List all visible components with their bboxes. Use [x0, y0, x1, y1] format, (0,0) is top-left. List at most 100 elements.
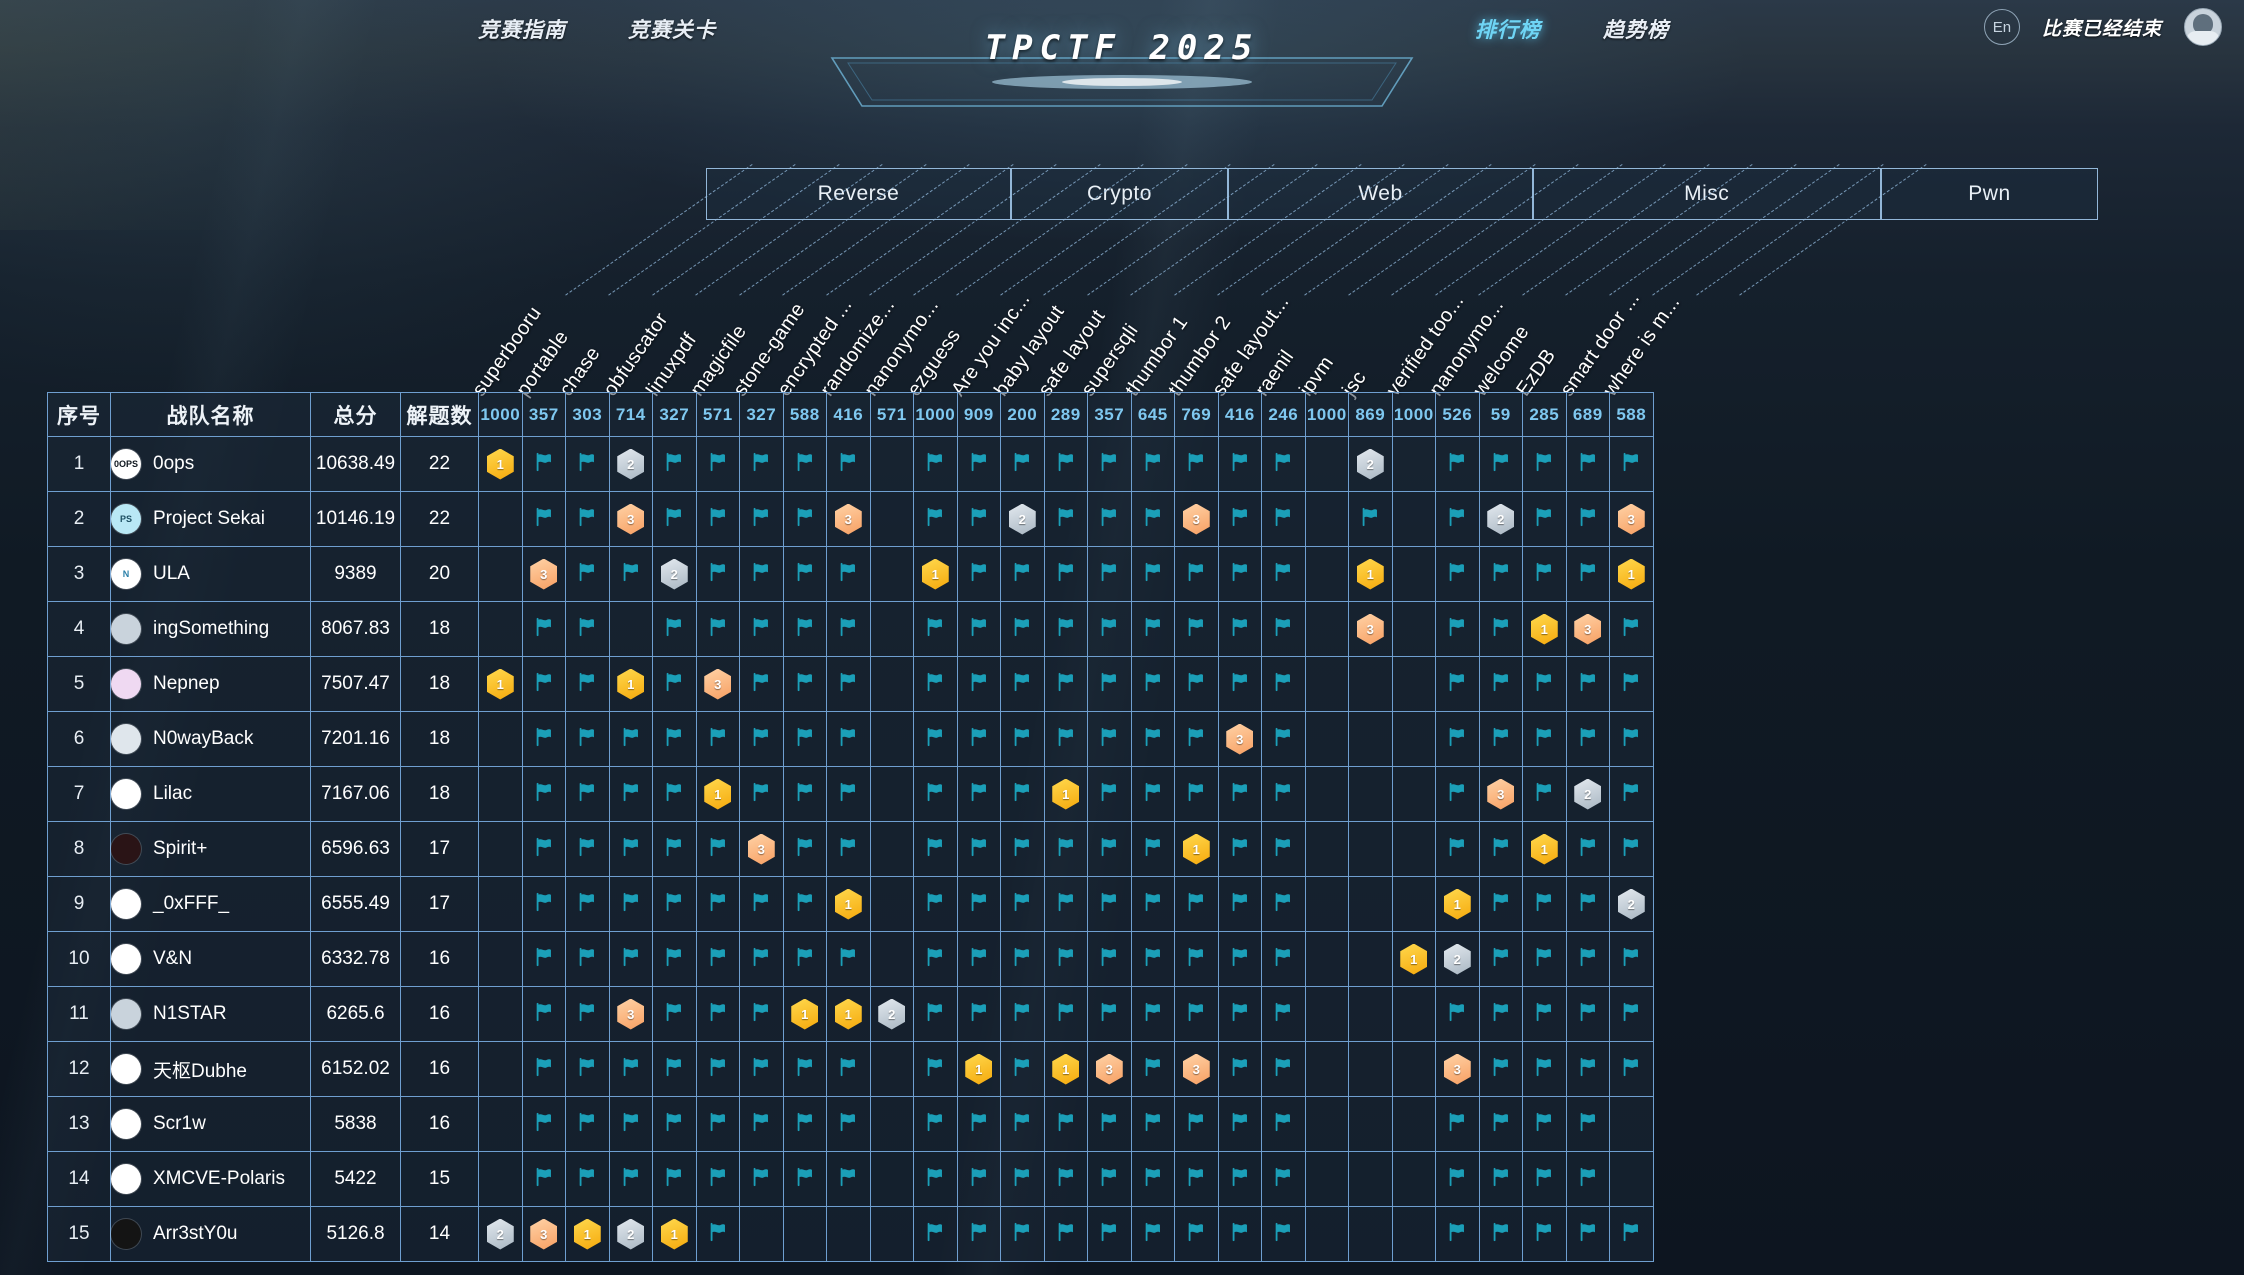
solve-flag-icon [1014, 947, 1030, 966]
cell-challenge-status [1043, 821, 1088, 877]
table-row[interactable]: 12 天枢Dubhe 6152.02 16 1 1 3 3 3 [47, 1041, 1654, 1097]
table-row[interactable]: 11 N1STAR 6265.6 16 3 1 1 2 [47, 986, 1654, 1042]
solve-flag-icon [666, 837, 682, 856]
cell-team[interactable]: Spirit+ [110, 821, 311, 877]
table-row[interactable]: 13 Scr1w 5838 16 [47, 1096, 1654, 1152]
solve-flag-icon [840, 947, 856, 966]
cell-challenge-status [1478, 986, 1523, 1042]
cell-rank: 1 [47, 436, 111, 492]
table-row[interactable]: 5 Nepnep 7507.47 18 1 1 3 [47, 656, 1654, 712]
solve-flag-icon [1580, 452, 1595, 471]
cell-team[interactable]: Arr3stY0u [110, 1206, 311, 1262]
cell-solve-count: 22 [400, 436, 479, 492]
gold-medal-badge: 1 [704, 778, 732, 810]
cell-total-score: 10146.19 [310, 491, 401, 547]
cell-team[interactable]: Nepnep [110, 656, 311, 712]
solve-flag-icon [1188, 452, 1204, 471]
table-row[interactable]: 1 0OPS 0ops 10638.49 22 1 2 2 [47, 436, 1654, 492]
cell-challenge-status [1565, 1041, 1610, 1097]
cell-challenge-status [1304, 876, 1349, 932]
cell-team[interactable]: Lilac [110, 766, 311, 822]
solve-flag-icon [623, 727, 638, 746]
cell-team[interactable]: N0wayBack [110, 711, 311, 767]
column-header-points-11-text: 909 [963, 404, 994, 424]
column-header-points-26-text: 588 [1616, 404, 1647, 424]
nav-item-right-1[interactable]: 趋势榜 [1603, 19, 1669, 42]
solve-flag-icon [1275, 507, 1291, 526]
cell-challenge-status [695, 491, 740, 547]
cell-challenge-status: 2 [1000, 491, 1045, 547]
gold-medal-badge: 1 [921, 558, 949, 590]
cell-challenge-status [652, 1151, 697, 1207]
solve-flag-icon [1101, 1002, 1117, 1021]
table-row[interactable]: 14 XMCVE-Polaris 5422 15 [47, 1151, 1654, 1207]
nav-item-left-1[interactable]: 竞赛关卡 [628, 19, 716, 42]
cell-challenge-status [1304, 436, 1349, 492]
cell-challenge-status [521, 436, 566, 492]
solve-flag-icon [1449, 672, 1465, 691]
cell-challenge-status [739, 491, 784, 547]
cell-challenge-status [1435, 1151, 1480, 1207]
cell-challenge-status [695, 1206, 740, 1262]
solve-flag-icon [623, 562, 638, 581]
cell-challenge-status [565, 766, 610, 822]
table-row[interactable]: 4 ingSomething 8067.83 18 3 1 3 [47, 601, 1654, 657]
table-row[interactable]: 10 V&N 6332.78 16 1 2 [47, 931, 1654, 987]
column-header-points-24-text: 285 [1529, 404, 1560, 424]
solve-flag-icon [1493, 947, 1508, 966]
cell-team[interactable]: V&N [110, 931, 311, 987]
cell-team[interactable]: 0OPS 0ops [110, 436, 311, 492]
table-row[interactable]: 7 Lilac 7167.06 18 1 1 3 2 [47, 766, 1654, 822]
table-row[interactable]: 2 PS Project Sekai 10146.19 22 3 3 2 3 2 3 [47, 491, 1654, 547]
team-name-label: Project Sekai [153, 508, 265, 529]
cell-challenge-status [565, 1096, 610, 1152]
solve-flag-icon [1145, 782, 1160, 801]
cell-challenge-status: 1 [1522, 821, 1567, 877]
column-header-points-20-text: 869 [1355, 404, 1386, 424]
cell-challenge-status [1348, 711, 1393, 767]
table-row[interactable]: 15 Arr3stY0u 5126.8 14 2 3 1 2 1 [47, 1206, 1654, 1262]
cell-challenge-status [1261, 656, 1306, 712]
cell-team[interactable]: Scr1w [110, 1096, 311, 1152]
cell-challenge-status [1435, 491, 1480, 547]
cell-team[interactable]: XMCVE-Polaris [110, 1151, 311, 1207]
cell-challenge-status [1217, 986, 1262, 1042]
cell-challenge-status [478, 821, 523, 877]
solve-flag-icon [971, 782, 986, 801]
cell-challenge-status [1261, 1041, 1306, 1097]
language-toggle-button[interactable]: En [1983, 9, 2020, 45]
avatar[interactable] [2184, 8, 2222, 46]
column-header-points-1: 357 [521, 392, 566, 437]
nav-item-right-0[interactable]: 排行榜 [1475, 19, 1541, 42]
column-header-points-17-text: 416 [1224, 404, 1255, 424]
cell-team[interactable]: N ULA [110, 546, 311, 602]
solve-flag-icon [1449, 452, 1465, 471]
cell-team[interactable]: 天枢Dubhe [110, 1041, 311, 1097]
cell-challenge-status: 3 [739, 821, 784, 877]
nav-item-left-0[interactable]: 竞赛指南 [478, 19, 566, 42]
table-row[interactable]: 3 N ULA 9389 20 3 2 1 1 1 [47, 546, 1654, 602]
cell-challenge-status [1609, 601, 1654, 657]
cell-team[interactable]: _0xFFF_ [110, 876, 311, 932]
cell-challenge-status [1391, 601, 1436, 657]
table-row[interactable]: 9 _0xFFF_ 6555.49 17 1 1 2 [47, 876, 1654, 932]
table-row[interactable]: 6 N0wayBack 7201.16 18 3 [47, 711, 1654, 767]
cell-challenge-status [695, 436, 740, 492]
cell-team[interactable]: PS Project Sekai [110, 491, 311, 547]
cell-challenge-status [652, 1041, 697, 1097]
solve-flag-icon [797, 837, 812, 856]
cell-team[interactable]: ingSomething [110, 601, 311, 657]
cell-challenge-status [913, 1151, 958, 1207]
cell-challenge-status [1391, 1151, 1436, 1207]
cell-challenge-status [1087, 1151, 1132, 1207]
solve-flag-icon [1058, 507, 1073, 526]
solve-flag-icon [1232, 947, 1247, 966]
cell-challenge-status [478, 931, 523, 987]
solve-flag-icon [666, 1167, 682, 1186]
cell-challenge-status [608, 931, 653, 987]
scoreboard-head: 序号 战队名称 总分 解题数 1000 357 303 714 327 571 327 588 416 5… [47, 392, 1654, 437]
solve-flag-icon [1493, 892, 1508, 911]
cell-challenge-status: 3 [1478, 766, 1523, 822]
table-row[interactable]: 8 Spirit+ 6596.63 17 3 1 1 [47, 821, 1654, 877]
cell-team[interactable]: N1STAR [110, 986, 311, 1042]
